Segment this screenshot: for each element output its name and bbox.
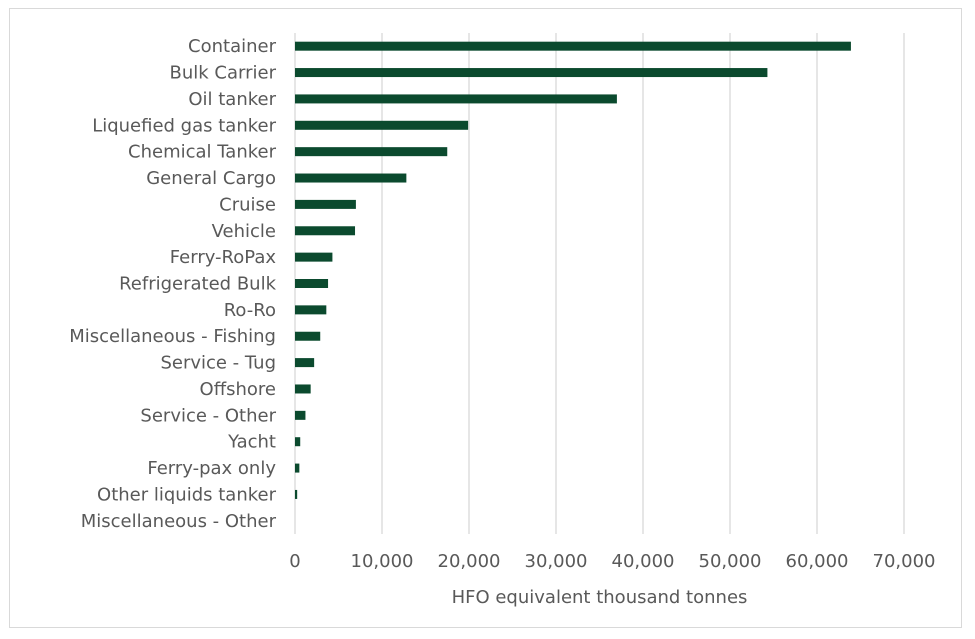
category-label: Other liquids tanker — [97, 484, 277, 505]
category-label: Container — [188, 36, 277, 57]
category-label: Oil tanker — [188, 89, 276, 110]
category-label: General Cargo — [146, 168, 276, 189]
gridlines — [294, 33, 905, 534]
bar — [295, 279, 329, 288]
bar — [295, 331, 321, 341]
x-tick-label: 0 — [289, 551, 300, 572]
x-axis-title: HFO equivalent thousand tonnes — [452, 587, 748, 608]
bar — [295, 305, 327, 315]
category-label: Ferry-pax only — [147, 458, 276, 479]
bar — [295, 68, 768, 78]
bar — [295, 463, 300, 473]
bar — [295, 120, 469, 130]
bar — [295, 358, 315, 368]
category-label: Service - Tug — [160, 353, 276, 374]
bars — [295, 41, 851, 499]
x-tick-label: 30,000 — [525, 551, 588, 572]
x-tick-label: 10,000 — [351, 551, 414, 572]
chart-frame — [9, 8, 962, 628]
category-label: Offshore — [200, 379, 276, 400]
bar — [295, 94, 617, 104]
category-label: Service - Other — [140, 405, 276, 426]
x-tick-label: 60,000 — [786, 551, 849, 572]
x-tick-label: 70,000 — [873, 551, 936, 572]
category-label: Cruise — [219, 194, 276, 215]
category-label: Miscellaneous - Other — [81, 511, 277, 532]
category-label: Bulk Carrier — [170, 63, 277, 84]
category-label: Liquefied gas tanker — [92, 115, 276, 136]
bar — [295, 252, 333, 262]
category-label: Ferry-RoPax — [170, 247, 277, 268]
category-label: Vehicle — [212, 221, 276, 242]
bar — [295, 489, 298, 499]
x-tick-label: 20,000 — [438, 551, 501, 572]
x-tick-label: 50,000 — [699, 551, 762, 572]
category-label: Ro-Ro — [224, 300, 276, 321]
category-label: Chemical Tanker — [128, 142, 277, 163]
category-label: Refrigerated Bulk — [119, 274, 276, 295]
category-labels: Container Bulk Carrier Oil tanker Liquefied… — [69, 36, 276, 532]
bar — [295, 173, 407, 183]
bar — [295, 147, 448, 157]
bar — [295, 384, 311, 394]
tick-labels: 0 10,000 20,000 30,000 40,000 50,000 60,000 70,… — [289, 551, 935, 572]
x-tick-label: 40,000 — [612, 551, 675, 572]
bar — [295, 41, 851, 51]
bar — [295, 437, 301, 447]
bar — [295, 199, 356, 209]
category-label: Yacht — [227, 432, 276, 453]
bar — [295, 226, 356, 236]
bar — [295, 410, 306, 420]
category-label: Miscellaneous - Fishing — [69, 326, 276, 347]
